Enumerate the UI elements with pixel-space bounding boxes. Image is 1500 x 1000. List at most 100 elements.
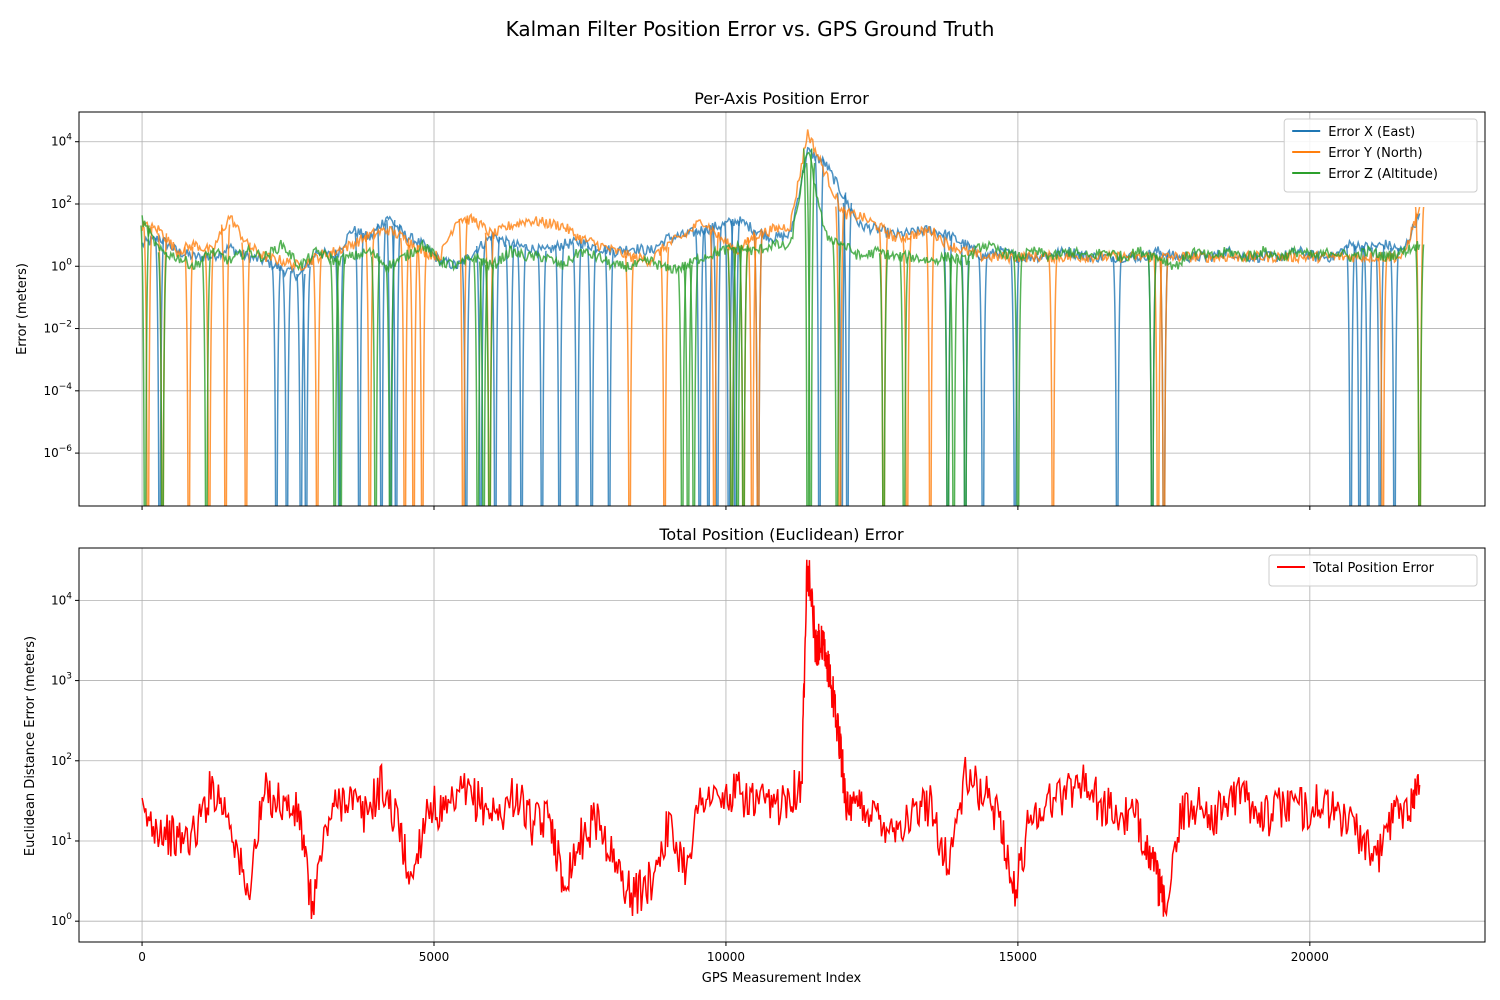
legend-label: Total Position Error xyxy=(1312,561,1435,576)
series-dropout-2 xyxy=(335,259,346,506)
series-dropout-1 xyxy=(365,235,375,506)
series-dropout-1 xyxy=(1159,256,1169,506)
series-dropout-2 xyxy=(370,256,381,506)
series-dropout-0 xyxy=(490,236,501,506)
series-dropout-2 xyxy=(805,162,816,506)
legend-label: Error X (East) xyxy=(1328,125,1415,140)
plot2-grid xyxy=(79,548,1485,942)
series-dropout-0 xyxy=(1354,245,1365,506)
series-dropout-0 xyxy=(1363,247,1373,506)
legend-label: Error Y (North) xyxy=(1328,146,1422,161)
series-dropout-2 xyxy=(943,256,953,506)
series-dropout-2 xyxy=(802,148,813,506)
series-dropout-0 xyxy=(505,244,515,506)
plot2-frame xyxy=(78,547,1486,943)
plot1-series xyxy=(140,129,1425,506)
plot1-ylabel: Error (meters) xyxy=(15,263,30,355)
series-line-2 xyxy=(141,151,1421,275)
x-tick-label: 15000 xyxy=(999,950,1037,964)
series-dropout-2 xyxy=(385,264,395,506)
plot2-legend: Total Position Error xyxy=(1268,554,1478,587)
x-tick-label: 5000 xyxy=(419,950,450,964)
y-tick-label: 10−4 xyxy=(43,382,72,398)
series-dropout-1 xyxy=(659,247,670,506)
series-dropout-0 xyxy=(978,256,988,506)
series-dropout-1 xyxy=(184,246,194,506)
series-dropout-1 xyxy=(1153,256,1163,506)
series-dropout-0 xyxy=(694,230,705,506)
series-dropout-0 xyxy=(1010,255,1020,506)
series-dropout-1 xyxy=(1048,256,1058,506)
series-line-1 xyxy=(141,129,1421,272)
series-dropout-1 xyxy=(835,206,845,506)
series-dropout-1 xyxy=(458,218,468,506)
y-tick-label: 10−6 xyxy=(43,444,72,460)
series-dropout-0 xyxy=(1345,244,1356,506)
series-dropout-1 xyxy=(1378,256,1388,506)
series-dropout-0 xyxy=(572,242,582,506)
series-dropout-0 xyxy=(301,266,311,506)
x-tick-label: 0 xyxy=(138,950,146,964)
series-dropout-1 xyxy=(312,256,322,506)
series-dropout-2 xyxy=(1147,255,1157,506)
series-line-0 xyxy=(141,146,1421,282)
series-dropout-2 xyxy=(140,225,150,506)
series-dropout-0 xyxy=(282,270,292,506)
series-dropout-0 xyxy=(296,273,306,506)
figure-suptitle: Kalman Filter Position Error vs. GPS Gro… xyxy=(506,17,995,41)
plot2-ylabel: Euclidean Distance Error (meters) xyxy=(23,636,38,856)
y-tick-label: 102 xyxy=(51,195,72,211)
plot1-grid xyxy=(79,112,1485,506)
series-dropout-0 xyxy=(516,246,527,506)
plot1-legend: Error X (East) Error Y (North) Error Z (Al… xyxy=(1283,118,1478,193)
series-dropout-2 xyxy=(683,264,693,506)
y-tick-label: 101 xyxy=(51,832,72,848)
per-axis-error-plot: Per-Axis Position Error Error (meters) 1… xyxy=(15,89,1486,510)
series-dropout-0 xyxy=(376,223,387,506)
series-dropout-1 xyxy=(143,227,153,506)
series-dropout-2 xyxy=(738,248,749,506)
y-tick-label: 102 xyxy=(51,752,72,768)
y-tick-label: 100 xyxy=(51,257,72,273)
y-tick-label: 10−2 xyxy=(43,320,72,336)
series-dropout-1 xyxy=(408,244,419,506)
series-dropout-2 xyxy=(689,261,699,506)
series-dropout-0 xyxy=(554,245,565,506)
legend-label: Error Z (Altitude) xyxy=(1328,167,1438,182)
series-dropout-2 xyxy=(1414,244,1425,506)
series-dropout-1 xyxy=(925,229,936,506)
series-dropout-2 xyxy=(478,261,489,506)
y-tick-label: 100 xyxy=(51,912,72,928)
series-dropout-2 xyxy=(732,247,743,506)
series-dropout-0 xyxy=(154,238,165,506)
series-dropout-0 xyxy=(354,232,365,506)
series-dropout-0 xyxy=(604,250,614,506)
series-dropout-0 xyxy=(1389,247,1400,506)
plot2-series xyxy=(141,559,1421,920)
plot2-title: Total Position (Euclidean) Error xyxy=(658,525,904,544)
series-dropout-1 xyxy=(624,255,635,506)
series-dropout-1 xyxy=(220,224,231,506)
series-dropout-1 xyxy=(241,242,251,506)
plot1-ticks: 10−6 10−4 10−2 100 102 104 xyxy=(43,133,1311,510)
y-tick-label: 104 xyxy=(51,591,72,607)
plot2-ticks: 0 5000 10000 15000 20000 100 101 102 103 104 xyxy=(51,591,1329,964)
series-dropout-2 xyxy=(329,260,340,506)
series-dropout-0 xyxy=(814,159,825,506)
series-dropout-2 xyxy=(899,256,909,506)
legend-box xyxy=(1268,554,1478,587)
series-dropout-1 xyxy=(902,236,912,506)
series-dropout-0 xyxy=(537,250,547,506)
series-dropout-2 xyxy=(484,264,495,506)
series-dropout-1 xyxy=(204,250,214,506)
series-line-0 xyxy=(141,559,1421,920)
series-dropout-2 xyxy=(727,248,737,506)
series-dropout-2 xyxy=(948,258,959,506)
series-dropout-1 xyxy=(417,251,428,506)
series-dropout-0 xyxy=(391,225,401,506)
total-error-plot: Total Position (Euclidean) Error Euclide… xyxy=(23,525,1486,964)
y-tick-label: 104 xyxy=(51,133,72,149)
series-dropout-1 xyxy=(709,232,720,506)
series-dropout-2 xyxy=(201,256,212,506)
